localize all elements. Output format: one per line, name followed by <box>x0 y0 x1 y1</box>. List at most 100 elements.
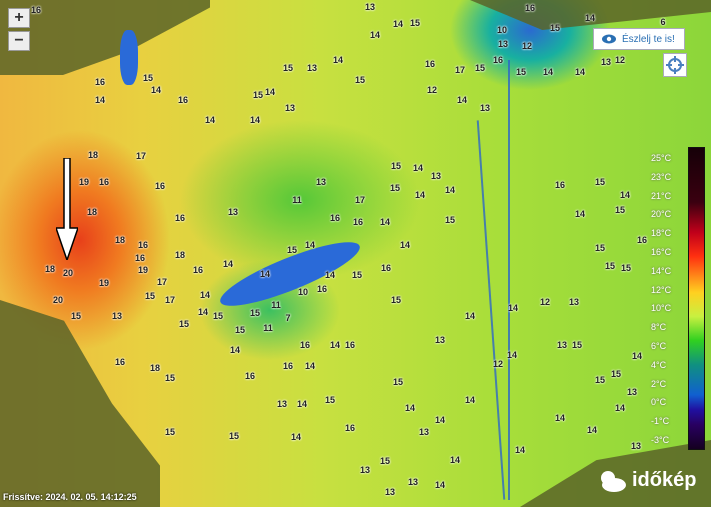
station-temperature[interactable]: 13 <box>434 335 446 345</box>
idokep-logo[interactable]: időkép <box>596 466 696 494</box>
station-temperature[interactable]: 16 <box>282 361 294 371</box>
station-temperature[interactable]: 16 <box>174 213 186 223</box>
station-temperature[interactable]: 16 <box>316 284 328 294</box>
station-temperature[interactable]: 15 <box>228 431 240 441</box>
station-temperature[interactable]: 20 <box>52 295 64 305</box>
station-temperature[interactable]: 19 <box>137 265 149 275</box>
station-temperature[interactable]: 14 <box>222 259 234 269</box>
station-temperature[interactable]: 14 <box>412 163 424 173</box>
station-temperature[interactable]: 18 <box>174 250 186 260</box>
station-temperature[interactable]: 17 <box>164 295 176 305</box>
station-temperature[interactable]: 16 <box>299 340 311 350</box>
station-temperature[interactable]: 15 <box>474 63 486 73</box>
station-temperature[interactable]: 14 <box>449 455 461 465</box>
station-temperature[interactable]: 13 <box>364 2 376 12</box>
station-temperature[interactable]: 16 <box>524 3 536 13</box>
station-temperature[interactable]: 14 <box>574 209 586 219</box>
station-temperature[interactable]: 19 <box>78 177 90 187</box>
station-temperature[interactable]: 14 <box>249 115 261 125</box>
station-temperature[interactable]: 13 <box>284 103 296 113</box>
station-temperature[interactable]: 14 <box>631 351 643 361</box>
station-temperature[interactable]: 13 <box>407 477 419 487</box>
station-temperature[interactable]: 15 <box>409 18 421 28</box>
station-temperature[interactable]: 15 <box>392 377 404 387</box>
station-temperature[interactable]: 15 <box>142 73 154 83</box>
locate-button[interactable] <box>663 53 687 77</box>
station-temperature[interactable]: 13 <box>479 103 491 113</box>
station-temperature[interactable]: 17 <box>135 151 147 161</box>
station-temperature[interactable]: 16 <box>352 217 364 227</box>
station-temperature[interactable]: 17 <box>354 195 366 205</box>
station-temperature[interactable]: 14 <box>392 19 404 29</box>
station-temperature[interactable]: 14 <box>94 95 106 105</box>
station-temperature[interactable]: 14 <box>404 403 416 413</box>
station-temperature[interactable]: 16 <box>192 265 204 275</box>
station-temperature[interactable]: 14 <box>542 67 554 77</box>
station-temperature[interactable]: 14 <box>514 445 526 455</box>
station-temperature[interactable]: 18 <box>86 207 98 217</box>
station-temperature[interactable]: 17 <box>454 65 466 75</box>
station-temperature[interactable]: 14 <box>619 190 631 200</box>
station-temperature[interactable]: 12 <box>492 359 504 369</box>
station-temperature[interactable]: 14 <box>584 13 596 23</box>
station-temperature[interactable]: 15 <box>212 311 224 321</box>
station-temperature[interactable]: 15 <box>515 67 527 77</box>
station-temperature[interactable]: 12 <box>426 85 438 95</box>
station-temperature[interactable]: 14 <box>456 95 468 105</box>
station-temperature[interactable]: 15 <box>620 263 632 273</box>
station-temperature[interactable]: 16 <box>244 371 256 381</box>
station-temperature[interactable]: 15 <box>379 456 391 466</box>
station-temperature[interactable]: 12 <box>539 297 551 307</box>
station-temperature[interactable]: 16 <box>492 55 504 65</box>
station-temperature[interactable]: 15 <box>571 340 583 350</box>
station-temperature[interactable]: 15 <box>594 375 606 385</box>
station-temperature[interactable]: 12 <box>521 41 533 51</box>
station-temperature[interactable]: 14 <box>614 403 626 413</box>
station-temperature[interactable]: 14 <box>379 217 391 227</box>
station-temperature[interactable]: 13 <box>315 177 327 187</box>
station-temperature[interactable]: 11 <box>271 300 281 310</box>
station-temperature[interactable]: 14 <box>399 240 411 250</box>
zoom-in-button[interactable]: + <box>8 8 30 28</box>
station-temperature[interactable]: 16 <box>30 5 42 15</box>
report-observation-button[interactable]: Észlelj te is! <box>593 28 685 50</box>
station-temperature[interactable]: 13 <box>111 311 123 321</box>
station-temperature[interactable]: 13 <box>227 207 239 217</box>
station-temperature[interactable]: 13 <box>556 340 568 350</box>
station-temperature[interactable]: 16 <box>344 423 356 433</box>
station-temperature[interactable]: 13 <box>276 399 288 409</box>
station-temperature[interactable]: 20 <box>62 268 74 278</box>
station-temperature[interactable]: 16 <box>380 263 392 273</box>
station-temperature[interactable]: 14 <box>296 399 308 409</box>
station-temperature[interactable]: 14 <box>586 425 598 435</box>
station-temperature[interactable]: 14 <box>197 307 209 317</box>
station-temperature[interactable]: 13 <box>430 171 442 181</box>
station-temperature[interactable]: 13 <box>418 427 430 437</box>
station-temperature[interactable]: 15 <box>390 295 402 305</box>
station-temperature[interactable]: 13 <box>630 441 642 451</box>
station-temperature[interactable]: 13 <box>568 297 580 307</box>
station-temperature[interactable]: 15 <box>614 205 626 215</box>
station-temperature[interactable]: 19 <box>98 278 110 288</box>
station-temperature[interactable]: 15 <box>390 161 402 171</box>
station-temperature[interactable]: 14 <box>434 415 446 425</box>
station-temperature[interactable]: 15 <box>444 215 456 225</box>
station-temperature[interactable]: 11 <box>292 195 302 205</box>
station-temperature[interactable]: 14 <box>434 480 446 490</box>
station-temperature[interactable]: 15 <box>252 90 264 100</box>
station-temperature[interactable]: 14 <box>229 345 241 355</box>
station-temperature[interactable]: 15 <box>286 245 298 255</box>
station-temperature[interactable]: 14 <box>150 85 162 95</box>
station-temperature[interactable]: 15 <box>164 373 176 383</box>
station-temperature[interactable]: 13 <box>626 387 638 397</box>
station-temperature[interactable]: 14 <box>464 311 476 321</box>
station-temperature[interactable]: 7 <box>285 313 291 323</box>
station-temperature[interactable]: 15 <box>604 261 616 271</box>
station-temperature[interactable]: 14 <box>199 290 211 300</box>
station-temperature[interactable]: 17 <box>156 277 168 287</box>
station-temperature[interactable]: 16 <box>94 77 106 87</box>
station-temperature[interactable]: 13 <box>359 465 371 475</box>
station-temperature[interactable]: 14 <box>290 432 302 442</box>
station-temperature[interactable]: 16 <box>137 240 149 250</box>
